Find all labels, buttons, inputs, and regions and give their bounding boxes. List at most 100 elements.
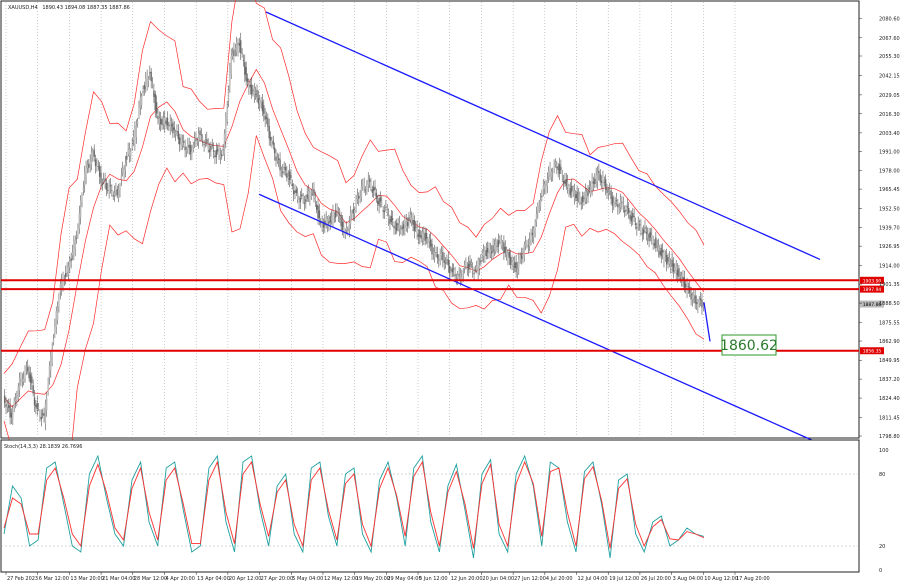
candle-body [111,190,113,191]
candle-body [702,305,705,307]
price-tick-label: 1978.00 [879,169,900,175]
candle-body [305,199,307,203]
level-tag [860,285,884,293]
time-tick-label: 12 Jun 20:00 [451,576,483,582]
candle-body [554,162,557,164]
channel-upper-line [265,11,821,261]
price-tick-label: 2003.40 [879,131,900,137]
candle-body [659,250,661,255]
candle-body [313,189,315,196]
candle-body [56,306,59,321]
candle-body [424,232,426,241]
candle-body [188,144,190,148]
candle-body [140,96,143,106]
stoch-tick-label: 0 [879,568,882,574]
candle-body [379,197,382,202]
candle-body [328,221,330,224]
candles [3,32,705,431]
candle-body [640,226,642,232]
candle-body [13,400,15,409]
candle-body [203,144,205,145]
candle-body [311,189,314,191]
candle-body [428,239,430,242]
candle-body [478,265,481,269]
candle-body [146,76,148,87]
candle-body [488,246,490,252]
candle-body [400,229,402,232]
candle-body [672,263,675,272]
candle-body [622,204,624,206]
candle-body [75,238,78,239]
candle-body [610,190,612,199]
time-tick-label: 27 Jun 12:00 [514,576,546,582]
candle-body [565,179,568,186]
candle-body [396,222,398,231]
candle-body [107,190,109,191]
candle-body [435,252,437,253]
candle-body [291,183,293,186]
price-tick-label: 1888.50 [879,301,900,307]
candle-body [474,269,477,270]
stoch-tick-label: 20 [879,544,885,550]
time-tick-label: 17 Aug 20:00 [736,576,770,582]
candle-body [143,85,146,90]
candle-body [512,260,515,266]
candle-body [233,49,235,56]
candle-body [381,202,383,204]
candle-body [297,193,299,200]
candle-body [343,226,345,231]
candle-body [241,52,243,54]
candle-body [638,224,641,226]
candle-body [225,118,227,142]
candle-body [564,180,566,184]
price-axis: 2080.60 2067.60 2055.30 2042.15 2029.05 2016.… [859,17,900,440]
candle-body [116,189,118,196]
candle-body [429,239,432,247]
candle-body [595,175,597,182]
candle-body [568,187,570,191]
candle-body [572,189,574,191]
candle-body [649,232,652,238]
candle-body [9,405,11,418]
candle-body [454,274,456,277]
candle-body [409,214,411,220]
candle-body [383,210,386,213]
time-tick-label: 4 Apr 20:00 [165,576,194,582]
candle-body [28,371,30,378]
time-tick-label: 26 Jul 20:00 [641,576,671,582]
candle-body [356,195,359,200]
candle-body [598,171,600,174]
candle-body [440,253,443,256]
candle-body [653,243,656,246]
candle-body [465,264,467,266]
candle-body [453,268,455,270]
candle-body [690,293,692,300]
price-tick-label: 1837.20 [879,377,900,383]
stochastic-oscillator [1,454,859,559]
candle-body [614,202,616,204]
time-tick-label: 12 Jul 04:00 [578,576,608,582]
candle-body [694,295,696,304]
candle-body [663,253,665,261]
price-tick-label: 2016.30 [879,112,900,118]
candle-body [286,173,288,178]
candle-body [185,150,188,152]
candle-body [58,300,60,307]
candle-body [391,218,394,220]
candle-body [145,78,147,86]
level-label: 1903.90 [863,278,882,284]
candle-body [695,302,698,304]
candle-body [535,213,538,222]
candle-body [617,204,619,208]
candle-body [461,276,463,281]
horizontal-levels: 1903.90 1897.94 1887.86 1856.35 [1,276,884,355]
candle-body [609,190,611,192]
candle-body [244,61,246,75]
candle-body [701,300,703,308]
candle-body [60,281,63,289]
candle-body [516,268,519,273]
candle-body [417,234,420,237]
candle-body [301,194,303,197]
candle-body [531,232,534,236]
candle-body [522,254,524,256]
